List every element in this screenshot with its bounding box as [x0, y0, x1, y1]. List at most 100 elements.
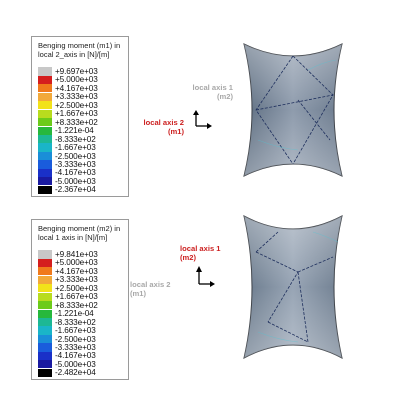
legend-swatch — [38, 84, 52, 93]
legend-swatch — [38, 326, 52, 335]
legend-row: -5.000e+03 — [38, 360, 96, 369]
legend-value: +1.667e+03 — [55, 109, 98, 119]
legend-row: -4.167e+03 — [38, 168, 96, 177]
legend-swatch — [38, 292, 52, 301]
legend-value: -2.500e+03 — [55, 334, 96, 344]
legend-row: +8.333e+02 — [38, 301, 98, 310]
legend-value: +8.333e+02 — [55, 300, 98, 310]
legend-value: -5.000e+03 — [55, 359, 96, 369]
legend-value: -2.500e+03 — [55, 151, 96, 161]
legend-swatch — [38, 185, 52, 194]
legend-row: +4.167e+03 — [38, 267, 98, 276]
legend-swatch — [38, 126, 52, 135]
legend-row: -3.333e+03 — [38, 343, 96, 352]
legend-row: +4.167e+03 — [38, 84, 98, 93]
legend-value: -8.333e+02 — [55, 317, 96, 327]
axis-label-subtext: (m2) — [180, 253, 197, 262]
legend-m2: Benging moment (m2) in local 1 axis in [… — [31, 219, 129, 380]
legend-value: +2.500e+03 — [55, 283, 98, 293]
legend-value: +3.333e+03 — [55, 275, 98, 285]
legend-value: -5.000e+03 — [55, 176, 96, 186]
legend-swatch — [38, 351, 52, 360]
axis-label-local-1: local axis 1 (m2) — [180, 244, 232, 262]
legend-swatch — [38, 360, 52, 369]
shell-figure-bottom — [243, 215, 343, 359]
legend-swatch — [38, 168, 52, 177]
legend-swatch — [38, 151, 52, 161]
legend-row: +8.333e+02 — [38, 118, 98, 127]
legend-value: +5.000e+03 — [55, 75, 98, 85]
legend-swatch — [38, 67, 52, 76]
axis-label-subtext: (m2) — [216, 92, 233, 101]
legend-value: -8.333e+02 — [55, 134, 96, 144]
legend-value: -3.333e+03 — [55, 159, 96, 169]
axis-label-text: local axis 1 — [192, 83, 233, 92]
legend-row: +2.500e+03 — [38, 101, 98, 110]
legend-swatch — [38, 368, 52, 377]
legend-swatch — [38, 135, 52, 144]
legend-value: -1.221e-04 — [55, 126, 94, 136]
legend-row: +5.000e+03 — [38, 258, 98, 267]
legend-row: +1.667e+03 — [38, 109, 98, 118]
axis-arrows-icon — [193, 110, 212, 129]
legend-value: +4.167e+03 — [55, 83, 98, 93]
axis-label-subtext: (m1) — [130, 289, 147, 298]
axis-label-text: local axis 1 — [180, 244, 221, 253]
legend-swatch — [38, 343, 52, 352]
legend-row: -3.333e+03 — [38, 160, 96, 169]
legend-row: -2.500e+03 — [38, 335, 96, 344]
legend-value: +5.000e+03 — [55, 258, 98, 268]
legend-swatch — [38, 250, 52, 259]
legend-title-line1: Benging moment (m2) in — [38, 224, 121, 233]
legend-row: -1.221e-04 — [38, 126, 94, 135]
legend-row: -8.333e+02 — [38, 318, 96, 327]
legend-value: -1.221e-04 — [55, 309, 94, 319]
legend-swatch — [38, 143, 52, 152]
legend-swatch — [38, 101, 52, 110]
legend-swatch — [38, 92, 52, 101]
legend-value: -3.333e+03 — [55, 342, 96, 352]
legend-swatch — [38, 177, 52, 186]
legend-swatch — [38, 318, 52, 327]
legend-value: +1.667e+03 — [55, 292, 98, 302]
legend-row: +9.841e+03 — [38, 250, 98, 259]
axis-label-subtext: (m1) — [167, 127, 184, 136]
legend-swatch — [38, 267, 52, 276]
legend-value: -2.482e+04 — [55, 368, 96, 378]
legend-row: +3.333e+03 — [38, 275, 98, 284]
legend-row: +3.333e+03 — [38, 92, 98, 101]
shell-figure-top — [243, 43, 343, 177]
legend-row: -4.167e+03 — [38, 351, 96, 360]
legend-swatch — [38, 109, 52, 118]
axis-label-local-2: local axis 2 (m1) — [130, 280, 186, 298]
legend-value: +3.333e+03 — [55, 92, 98, 102]
legend-row: -1.667e+03 — [38, 326, 96, 335]
legend-swatch — [38, 275, 52, 284]
legend-title-line1: Benging moment (m1) in — [38, 41, 121, 50]
legend-value: +4.167e+03 — [55, 266, 98, 276]
legend-row: +1.667e+03 — [38, 292, 98, 301]
legend-swatch — [38, 258, 52, 268]
legend-row: +5.000e+03 — [38, 75, 98, 84]
legend-swatch — [38, 118, 52, 127]
legend-title: Benging moment (m2) in local 1 axis in [… — [38, 224, 138, 242]
legend-swatch — [38, 284, 52, 293]
legend-row: -2.367e+04 — [38, 185, 96, 194]
legend-value: -4.167e+03 — [55, 168, 96, 178]
legend-row: +9.697e+03 — [38, 67, 98, 76]
legend-row: -1.221e-04 — [38, 309, 94, 318]
axis-label-text: local axis 2 — [130, 280, 171, 289]
axis-label-local-2: local axis 2 (m1) — [128, 118, 184, 136]
legend-row: -1.667e+03 — [38, 143, 96, 152]
legend-value: -2.367e+04 — [55, 185, 96, 195]
legend-title: Benging moment (m1) in local 2_axis in [… — [38, 41, 138, 59]
legend-row: -2.482e+04 — [38, 368, 96, 377]
legend-value: -1.667e+03 — [55, 326, 96, 336]
legend-swatch — [38, 334, 52, 344]
legend-title-line2: local 2_axis in [N]/[m] — [38, 50, 110, 59]
legend-swatch — [38, 301, 52, 310]
legend-swatch — [38, 75, 52, 85]
legend-swatch — [38, 160, 52, 169]
axis-arrows-icon — [196, 266, 215, 287]
legend-row: +2.500e+03 — [38, 284, 98, 293]
